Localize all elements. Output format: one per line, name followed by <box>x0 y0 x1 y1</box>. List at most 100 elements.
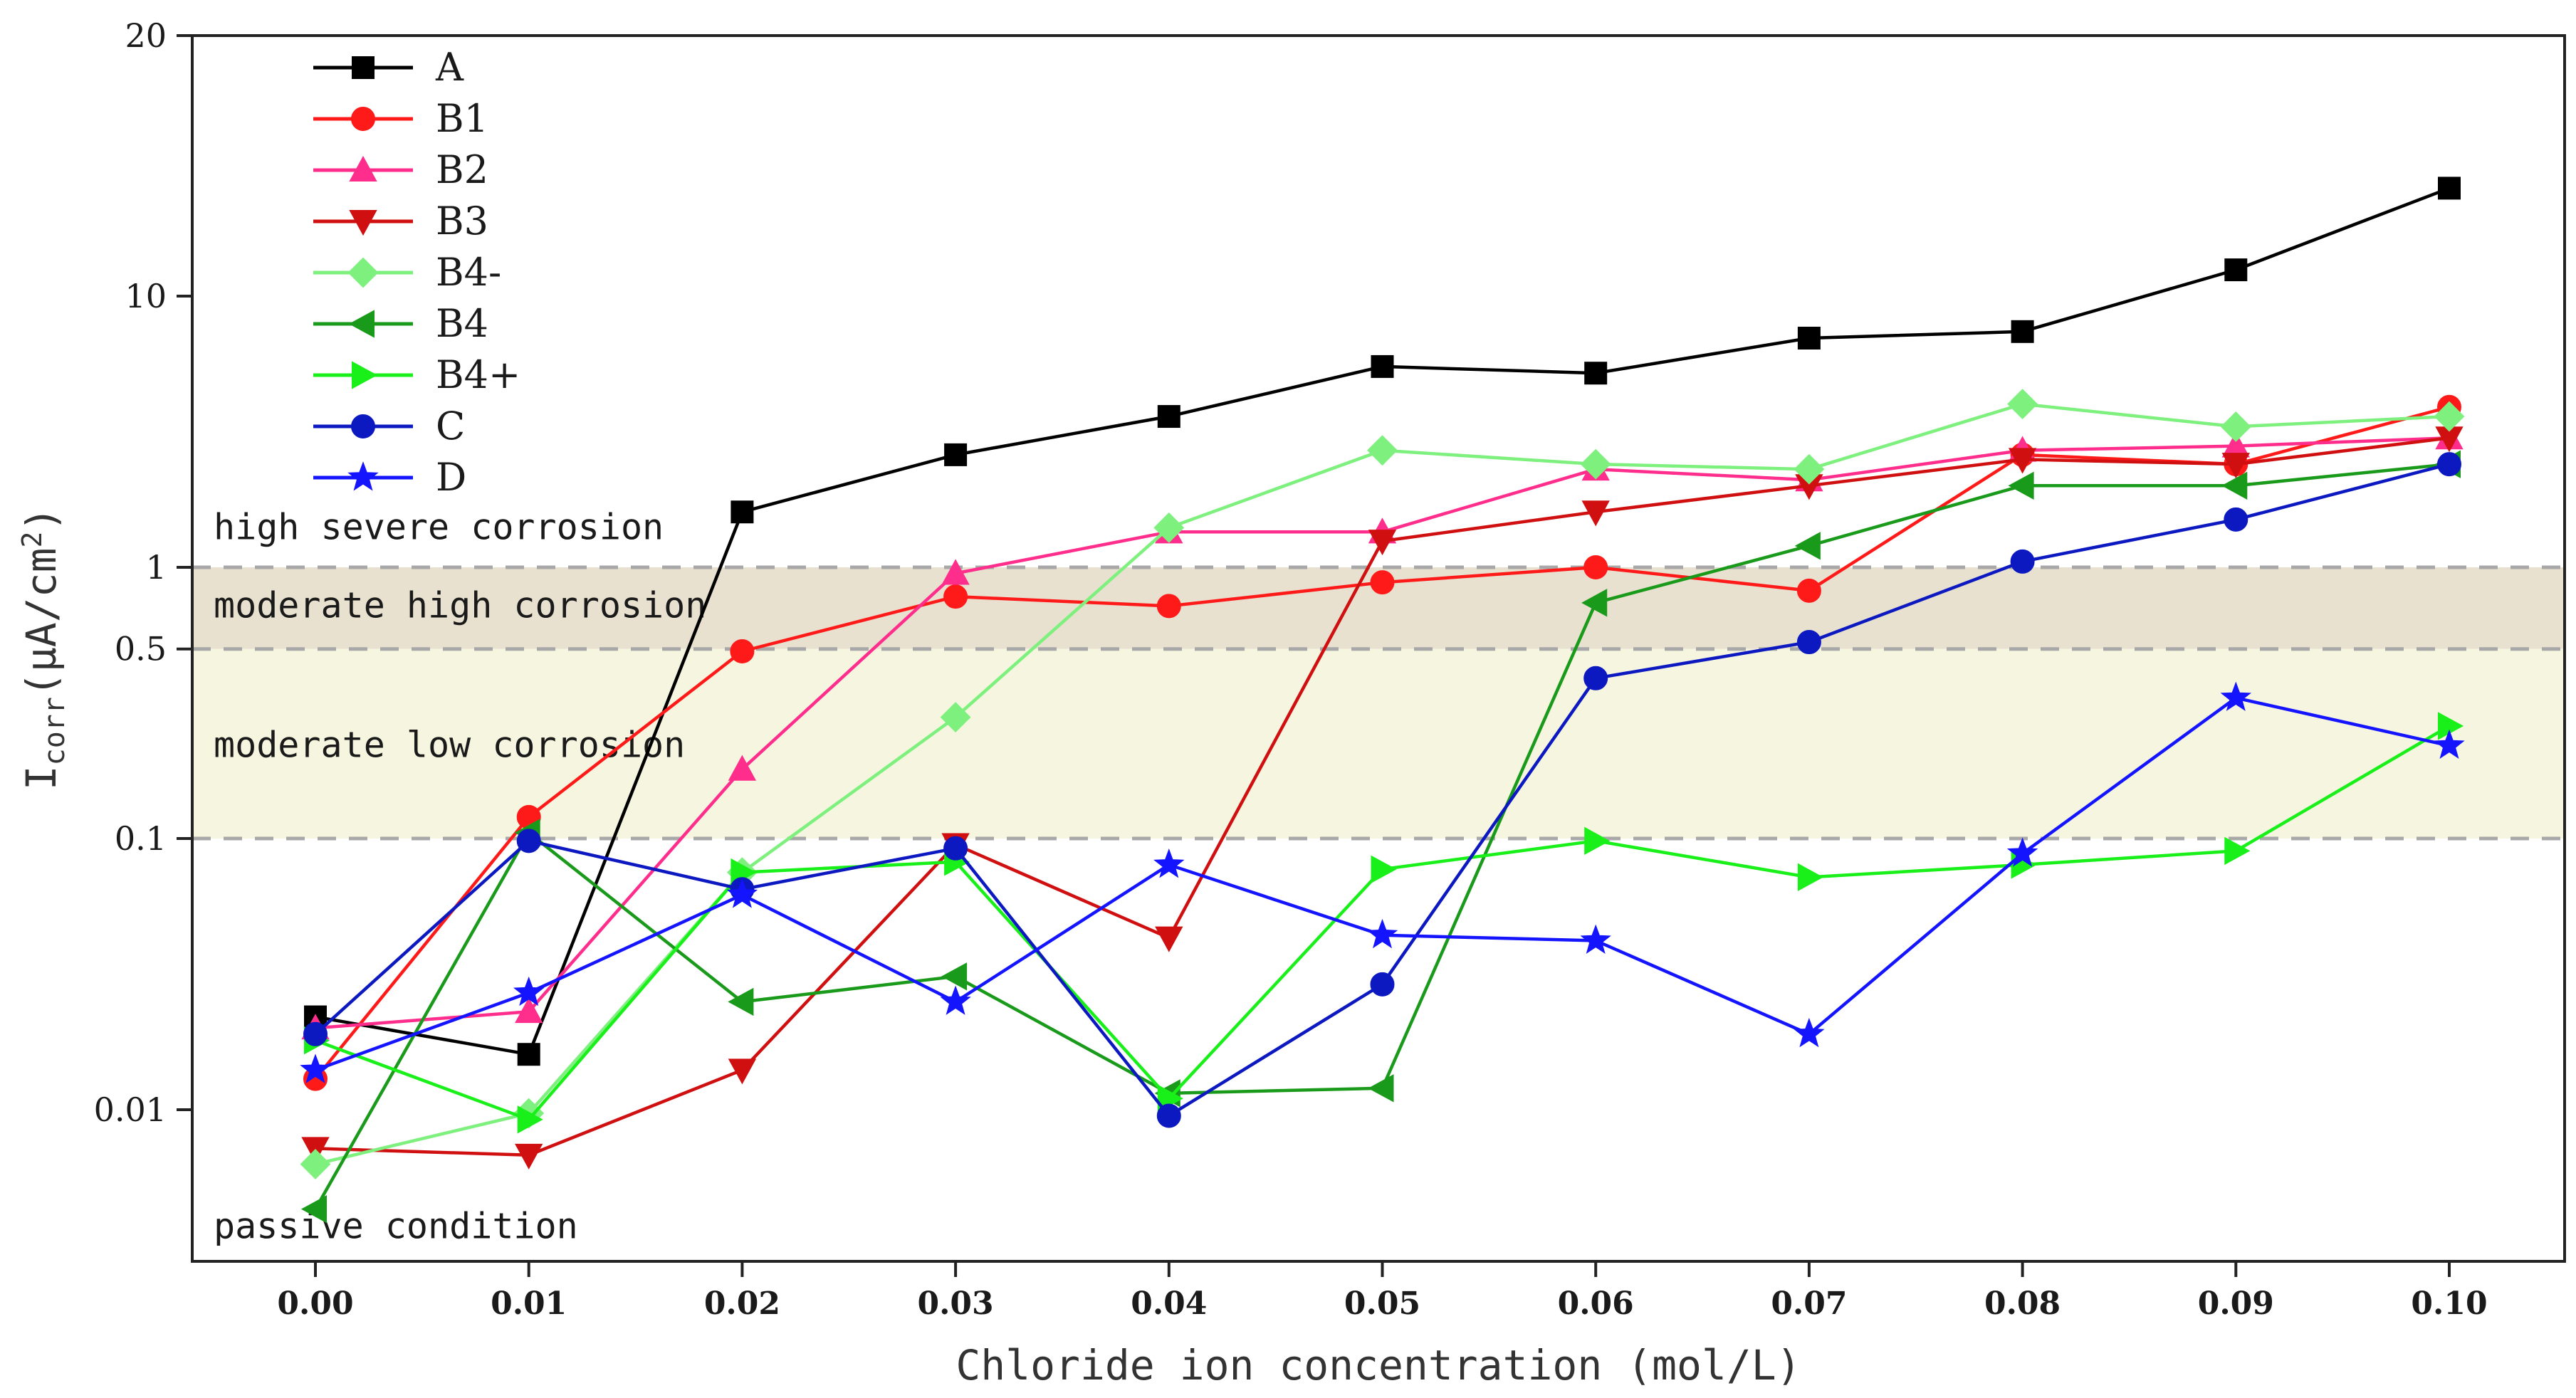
x-tick-label: 0.08 <box>1984 1286 2061 1322</box>
y-tick-label: 10 <box>125 277 167 315</box>
legend-label: B4 <box>436 301 488 346</box>
data-point <box>1155 926 1183 952</box>
legend: A B1 B2 B3 B4- B4 B4+ CD <box>313 45 520 500</box>
y-axis-title-close: ) <box>17 507 66 532</box>
data-point <box>728 1058 757 1085</box>
data-point <box>941 962 968 991</box>
data-point <box>1797 863 1823 892</box>
y-tick-label: 20 <box>125 16 167 55</box>
legend-label: B2 <box>436 147 488 192</box>
data-point <box>1370 570 1395 595</box>
data-point <box>2438 177 2461 200</box>
data-point <box>1153 848 1185 878</box>
data-point <box>2221 471 2248 500</box>
zone-band-1 <box>192 648 2565 839</box>
x-tick-label: 0.04 <box>1131 1286 1207 1322</box>
data-point <box>516 829 541 853</box>
x-tick-label: 0.06 <box>1558 1286 1634 1322</box>
legend-marker <box>351 107 375 131</box>
x-axis: 0.00 0.01 0.02 0.03 0.04 0.05 0.06 0.07 0.08 0.09… <box>277 1261 2488 1322</box>
y-axis-title-unit: (μA/cm <box>17 548 66 698</box>
y-tick-label: 0.01 <box>94 1090 167 1129</box>
legend-item-C: C <box>313 404 465 448</box>
y-axis: 0.01 0.1 0.5 1 10 20 <box>94 16 192 1129</box>
data-point <box>1584 362 1608 385</box>
x-tick-label: 0.00 <box>277 1286 353 1322</box>
legend-marker <box>349 210 377 236</box>
y-tick-label: 0.5 <box>115 630 167 668</box>
legend-marker <box>347 257 379 288</box>
data-point <box>517 1043 540 1066</box>
y-axis-title-main: I <box>17 765 66 790</box>
legend-item-B1: B1 <box>313 96 488 141</box>
legend-item-D: D <box>313 455 466 500</box>
legend-marker <box>349 155 377 182</box>
data-point <box>2006 837 2038 867</box>
data-point <box>1584 826 1611 856</box>
data-point <box>1794 453 1825 485</box>
legend-marker <box>348 310 375 338</box>
data-point <box>2220 681 2252 711</box>
data-point <box>1580 924 1611 955</box>
legend-label: C <box>436 404 465 448</box>
series-D <box>300 681 2465 1083</box>
data-point <box>940 702 971 733</box>
data-point <box>1156 1103 1181 1128</box>
y-axis-title: Icorr(μA/cm2) <box>16 507 71 791</box>
legend-marker <box>347 461 379 491</box>
data-point <box>1371 855 1397 883</box>
data-point <box>731 500 754 524</box>
legend-label: B4+ <box>436 352 520 397</box>
data-point <box>1583 555 1608 579</box>
data-point <box>940 985 971 1015</box>
data-point <box>1581 589 1608 617</box>
data-point <box>726 878 758 908</box>
data-point <box>2224 258 2248 282</box>
zone-labels: high severe corrosion moderate high corro… <box>214 506 706 1246</box>
threshold-lines <box>192 565 2565 841</box>
x-tick-label: 0.05 <box>1344 1286 1420 1322</box>
data-point <box>2221 453 2250 479</box>
legend-item-A: A <box>313 45 464 90</box>
data-point <box>300 1149 331 1179</box>
x-tick-label: 0.09 <box>2198 1286 2274 1322</box>
x-tick-label: 0.10 <box>2411 1286 2487 1322</box>
data-point <box>943 836 968 861</box>
x-tick-label: 0.01 <box>491 1286 567 1322</box>
data-point <box>1794 532 1821 560</box>
corrosion-zones <box>192 567 2565 839</box>
x-tick-label: 0.07 <box>1771 1286 1847 1322</box>
data-point <box>1583 666 1608 690</box>
zone-label-1: moderate high corrosion <box>214 584 706 626</box>
y-axis-title-sup: 2 <box>16 532 48 548</box>
data-point <box>730 639 755 664</box>
data-point <box>300 1053 331 1083</box>
data-point <box>515 997 543 1024</box>
legend-item-B3: B3 <box>313 199 488 243</box>
data-point <box>2007 389 2038 420</box>
legend-label: B4- <box>436 250 501 295</box>
data-point <box>2224 836 2251 866</box>
zone-label-3: passive condition <box>214 1206 578 1247</box>
legend-label: A <box>435 45 464 90</box>
data-point <box>515 1143 543 1170</box>
data-point <box>944 443 968 466</box>
legend-item-B4-: B4- <box>313 250 501 295</box>
legend-marker <box>352 361 378 389</box>
data-point <box>1368 530 1397 556</box>
data-point <box>513 976 545 1007</box>
data-point <box>943 584 968 609</box>
data-point <box>517 1105 543 1134</box>
data-point <box>1156 594 1181 619</box>
data-point <box>1157 405 1180 429</box>
zone-label-0: high severe corrosion <box>214 506 664 547</box>
legend-label: B3 <box>436 199 488 243</box>
data-point <box>1797 327 1821 350</box>
data-point <box>1153 512 1185 543</box>
data-point <box>2010 549 2035 574</box>
legend-marker <box>352 56 375 79</box>
x-tick-label: 0.03 <box>918 1286 994 1322</box>
data-point <box>1794 1017 1825 1048</box>
data-point <box>1366 918 1398 949</box>
data-point <box>2008 471 2034 500</box>
